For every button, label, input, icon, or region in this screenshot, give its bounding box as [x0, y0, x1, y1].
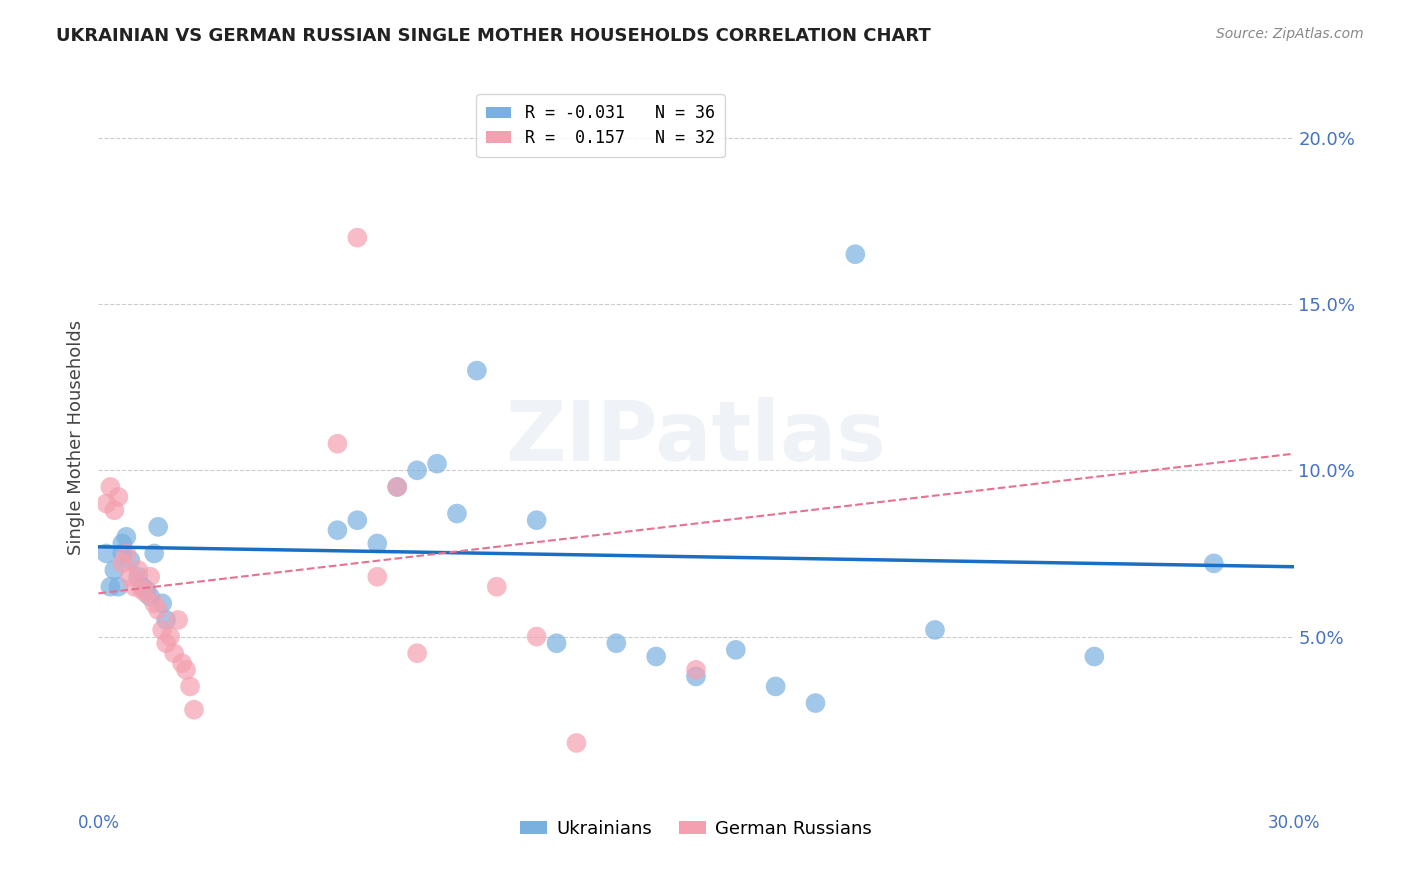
Point: [143, 596, 166, 610]
Point: [1083, 649, 1105, 664]
Point: [366, 536, 388, 550]
Point: [426, 457, 449, 471]
Point: [385, 480, 409, 494]
Point: [103, 563, 125, 577]
Point: [526, 513, 548, 527]
Point: [765, 680, 787, 694]
Point: [124, 580, 146, 594]
Point: [326, 523, 349, 537]
Point: [565, 736, 588, 750]
Point: [446, 507, 468, 521]
Point: [127, 563, 149, 577]
Point: [127, 570, 149, 584]
Point: [107, 490, 129, 504]
Point: [98, 480, 122, 494]
Legend: Ukrainians, German Russians: Ukrainians, German Russians: [513, 813, 879, 845]
Y-axis label: Single Mother Households: Single Mother Households: [66, 319, 84, 555]
Point: [155, 613, 177, 627]
Point: [605, 636, 627, 650]
Point: [485, 580, 508, 594]
Point: [143, 546, 166, 560]
Point: [150, 596, 173, 610]
Point: [546, 636, 568, 650]
Point: [326, 436, 349, 450]
Point: [148, 520, 170, 534]
Text: Source: ZipAtlas.com: Source: ZipAtlas.com: [1216, 27, 1364, 41]
Point: [724, 643, 747, 657]
Point: [366, 570, 388, 584]
Point: [115, 546, 138, 560]
Point: [159, 630, 181, 644]
Point: [179, 680, 201, 694]
Point: [148, 603, 170, 617]
Point: [111, 557, 134, 571]
Point: [685, 669, 707, 683]
Point: [111, 536, 134, 550]
Point: [96, 497, 118, 511]
Point: [346, 513, 368, 527]
Point: [131, 582, 153, 597]
Point: [107, 580, 129, 594]
Point: [111, 546, 134, 560]
Point: [406, 646, 429, 660]
Point: [346, 230, 368, 244]
Point: [135, 582, 157, 597]
Point: [163, 646, 186, 660]
Point: [924, 623, 946, 637]
Point: [465, 363, 488, 377]
Point: [115, 530, 138, 544]
Point: [139, 570, 162, 584]
Point: [844, 247, 866, 261]
Point: [120, 570, 142, 584]
Point: [174, 663, 197, 677]
Point: [139, 590, 162, 604]
Point: [804, 696, 827, 710]
Point: [406, 463, 429, 477]
Point: [120, 553, 142, 567]
Point: [1202, 557, 1225, 571]
Point: [103, 503, 125, 517]
Point: [150, 623, 173, 637]
Point: [98, 580, 122, 594]
Text: UKRAINIAN VS GERMAN RUSSIAN SINGLE MOTHER HOUSEHOLDS CORRELATION CHART: UKRAINIAN VS GERMAN RUSSIAN SINGLE MOTHE…: [56, 27, 931, 45]
Point: [167, 613, 190, 627]
Point: [96, 546, 118, 560]
Point: [685, 663, 707, 677]
Point: [645, 649, 668, 664]
Point: [131, 580, 153, 594]
Point: [526, 630, 548, 644]
Point: [172, 656, 194, 670]
Text: ZIPatlas: ZIPatlas: [506, 397, 886, 477]
Point: [183, 703, 205, 717]
Point: [385, 480, 409, 494]
Point: [155, 636, 177, 650]
Point: [135, 586, 157, 600]
